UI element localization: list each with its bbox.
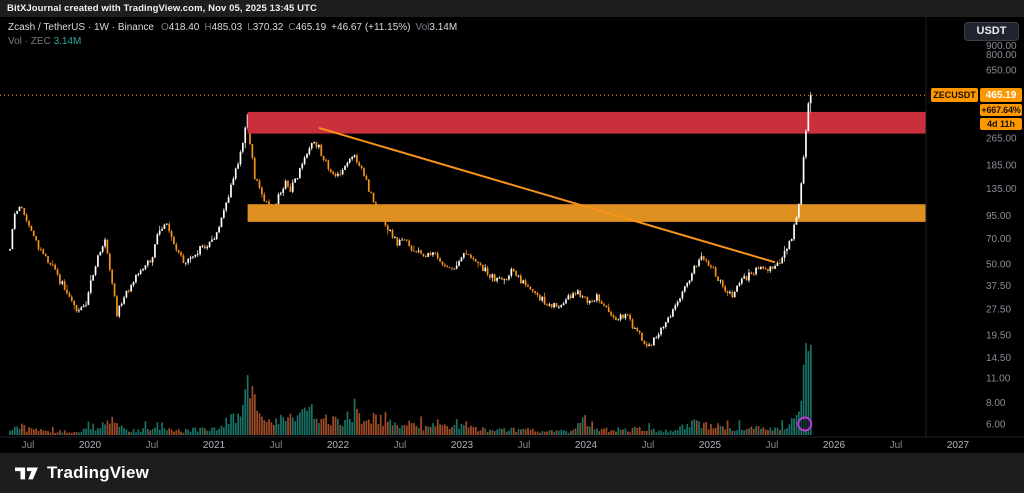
zone-support[interactable] xyxy=(247,204,927,222)
event-marker-icon[interactable] xyxy=(797,416,813,432)
close-label: C xyxy=(288,22,296,33)
volume-value: 3.14M xyxy=(429,22,458,33)
svg-text:2026: 2026 xyxy=(823,440,846,451)
svg-text:Jul: Jul xyxy=(394,440,407,451)
svg-text:Jul: Jul xyxy=(766,440,779,451)
svg-text:900.00: 900.00 xyxy=(986,41,1017,52)
volume-indicator-label[interactable]: Vol · ZEC xyxy=(8,36,51,47)
svg-text:70.00: 70.00 xyxy=(986,234,1011,245)
low-value: 370.32 xyxy=(252,22,284,33)
svg-text:27.50: 27.50 xyxy=(986,305,1011,316)
svg-text:Jul: Jul xyxy=(518,440,531,451)
svg-text:Jul: Jul xyxy=(22,440,35,451)
svg-text:11.00: 11.00 xyxy=(986,374,1011,385)
svg-text:14.50: 14.50 xyxy=(986,353,1011,364)
volume-bars xyxy=(9,343,812,435)
bar-countdown-badge: 4d 11h xyxy=(980,118,1022,130)
svg-text:Jul: Jul xyxy=(890,440,903,451)
low-label: L xyxy=(247,22,253,33)
attribution-bar: BitXJournal created with TradingView.com… xyxy=(0,0,1024,17)
attribution-text: BitXJournal created with TradingView.com… xyxy=(7,3,317,14)
current-price-badge: 465.19 xyxy=(980,88,1022,102)
svg-text:37.50: 37.50 xyxy=(986,281,1011,292)
open-label: O xyxy=(160,22,169,33)
currency-toggle-button[interactable]: USDT xyxy=(964,22,1019,41)
svg-text:2022: 2022 xyxy=(327,440,350,451)
svg-text:2021: 2021 xyxy=(203,440,226,451)
svg-text:Jul: Jul xyxy=(270,440,283,451)
chart-area: 900.00 800.00 650.00 265.00 185.00 135.00 95.0… xyxy=(0,17,1024,453)
tradingview-wordmark[interactable]: TradingView xyxy=(47,463,150,482)
svg-text:185.00: 185.00 xyxy=(986,160,1017,171)
change-value: +46.67 (+11.15%) xyxy=(331,22,411,33)
tradingview-logo-icon[interactable] xyxy=(13,462,39,484)
chart-legend: Zcash / TetherUS · 1W · Binance O418.40 H4… xyxy=(8,22,462,47)
symbol-price-flag: ZECUSDT xyxy=(931,88,978,102)
change-percent-badge: +667.64% xyxy=(980,104,1022,116)
svg-text:2025: 2025 xyxy=(699,440,722,451)
footer-bar: TradingView xyxy=(0,453,1024,493)
svg-text:95.00: 95.00 xyxy=(986,211,1011,222)
svg-text:265.00: 265.00 xyxy=(986,133,1017,144)
svg-text:650.00: 650.00 xyxy=(986,66,1017,77)
close-value: 465.19 xyxy=(295,22,327,33)
time-axis[interactable]: Jul 2020 Jul 2021 Jul 2022 Jul 2023 Jul 2024 Jul 20… xyxy=(22,440,970,451)
svg-text:2023: 2023 xyxy=(451,440,474,451)
svg-text:Jul: Jul xyxy=(642,440,655,451)
symbol-title[interactable]: Zcash / TetherUS · 1W · Binance xyxy=(8,22,154,33)
high-value: 485.03 xyxy=(211,22,243,33)
svg-text:Jul: Jul xyxy=(146,440,159,451)
zone-resistance[interactable] xyxy=(247,111,927,134)
volume-label: Vol xyxy=(415,22,430,33)
svg-text:6.00: 6.00 xyxy=(986,420,1006,431)
svg-text:135.00: 135.00 xyxy=(986,184,1017,195)
volume-indicator-value: 3.14M xyxy=(53,36,82,47)
svg-text:2020: 2020 xyxy=(79,440,102,451)
svg-text:800.00: 800.00 xyxy=(986,50,1017,61)
svg-text:2024: 2024 xyxy=(575,440,598,451)
svg-text:19.50: 19.50 xyxy=(986,330,1011,341)
open-value: 418.40 xyxy=(168,22,200,33)
svg-text:50.00: 50.00 xyxy=(986,259,1011,270)
breakout-candles xyxy=(786,92,812,255)
svg-text:2027: 2027 xyxy=(947,440,970,451)
high-label: H xyxy=(204,22,212,33)
descending-trendline[interactable] xyxy=(318,126,776,264)
svg-text:8.00: 8.00 xyxy=(986,398,1006,409)
